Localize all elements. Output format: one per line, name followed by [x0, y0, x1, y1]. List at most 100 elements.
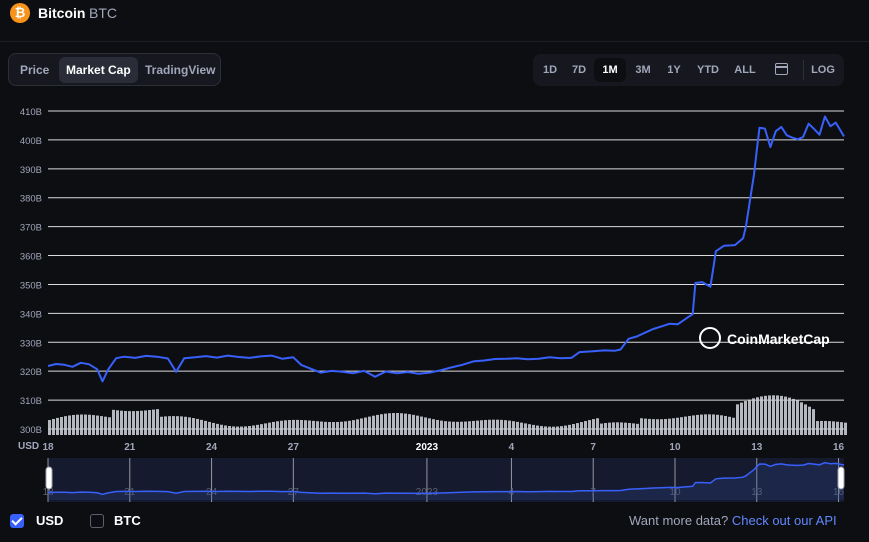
api-prompt: Want more data?: [629, 513, 729, 528]
btc-checkbox[interactable]: [90, 514, 104, 528]
volume-bar: [80, 414, 83, 435]
volume-bar: [136, 411, 139, 435]
volume-bar: [128, 411, 131, 435]
x-tick-label: 2023: [416, 442, 439, 453]
x-tick-label: 24: [206, 442, 218, 453]
volume-bar: [816, 421, 819, 435]
volume-bar: [564, 425, 567, 435]
y-tick-label: 380B: [20, 194, 42, 205]
coin-header: ₿ Bitcoin BTC: [0, 0, 869, 42]
volume-bar: [656, 419, 659, 435]
volume-bar: [760, 396, 763, 435]
volume-bar: [628, 422, 631, 435]
tab-price[interactable]: Price: [20, 63, 50, 77]
volume-bar: [188, 417, 191, 435]
volume-bar: [732, 417, 735, 435]
volume-bar: [776, 395, 779, 435]
range-ytd[interactable]: YTD: [697, 64, 719, 76]
volume-bar: [108, 417, 111, 435]
volume-bar: [220, 424, 223, 435]
volume-bar: [352, 420, 355, 435]
volume-bar: [772, 395, 775, 435]
coin-name: Bitcoin: [38, 5, 86, 21]
market-cap-series: [47, 115, 845, 383]
volume-bar: [176, 416, 179, 435]
volume-bar: [472, 420, 475, 435]
range-1m[interactable]: 1M: [594, 58, 626, 82]
volume-bar: [68, 415, 71, 435]
tab-market-cap[interactable]: Market Cap: [59, 57, 138, 83]
x-tick-label: 4: [509, 442, 515, 453]
volume-bar: [692, 415, 695, 435]
range-3m[interactable]: 3M: [635, 64, 651, 76]
volume-bar: [828, 421, 831, 435]
volume-bar: [508, 420, 511, 435]
x-tick-label: 21: [124, 442, 136, 453]
volume-bar: [56, 417, 59, 435]
volume-bar: [104, 416, 107, 435]
volume-bar: [556, 426, 559, 435]
range-navigator[interactable]: 18 21 24 27 2023 4 7 10 13 16: [42, 458, 845, 502]
y-tick-label: 340B: [20, 309, 42, 320]
volume-bar: [412, 414, 415, 435]
range-1y[interactable]: 1Y: [667, 64, 681, 76]
volume-bar: [340, 421, 343, 435]
volume-bar: [364, 417, 367, 435]
volume-bar: [300, 419, 303, 435]
volume-bar: [380, 414, 383, 435]
volume-bar: [464, 421, 467, 435]
range-7d[interactable]: 7D: [571, 64, 587, 76]
volume-bar: [532, 424, 535, 435]
volume-bar: [84, 414, 87, 435]
volume-bar: [704, 414, 707, 435]
volume-bar: [792, 398, 795, 435]
volume-bar: [740, 402, 743, 435]
calendar-icon[interactable]: [775, 63, 788, 75]
y-tick-label: 400B: [20, 136, 42, 147]
navigator-tick-label: 27: [288, 487, 300, 498]
chart-gridlines: [48, 110, 844, 430]
volume-bar: [144, 410, 147, 435]
navigator-tick-label: 24: [206, 487, 218, 498]
api-link[interactable]: Check out our API: [731, 513, 837, 528]
y-tick-label: 300B: [20, 425, 42, 436]
navigator-tick-label: 4: [509, 487, 515, 498]
navigator-left-handle: [45, 466, 53, 490]
volume-bar: [244, 426, 247, 435]
volume-bar: [680, 417, 683, 435]
volume-bar: [608, 422, 611, 435]
volume-bar: [520, 422, 523, 435]
range-all[interactable]: ALL: [734, 64, 756, 76]
currency-axis-label: USD: [18, 441, 39, 452]
volume-bar: [264, 423, 267, 435]
volume-bar: [488, 419, 491, 435]
volume-bar: [720, 415, 723, 435]
log-scale-button[interactable]: LOG: [811, 64, 835, 76]
volume-bar: [276, 421, 279, 435]
y-tick-label: 350B: [20, 280, 42, 291]
volume-bar: [204, 420, 207, 435]
volume-bar: [248, 425, 251, 435]
usd-checkbox[interactable]: [10, 514, 24, 528]
y-tick-label: 370B: [20, 223, 42, 234]
volume-bar: [780, 395, 783, 435]
volume-bar: [516, 421, 519, 435]
volume-bar: [612, 422, 615, 435]
volume-bar: [672, 418, 675, 435]
volume-bar: [372, 415, 375, 435]
volume-bar: [216, 423, 219, 435]
volume-bar: [212, 422, 215, 435]
navigator-background: [48, 458, 844, 502]
tab-tradingview[interactable]: TradingView: [145, 63, 216, 77]
range-1d[interactable]: 1D: [542, 64, 558, 76]
volume-bar: [840, 422, 843, 435]
coinmarketcap-logo-icon: [699, 327, 721, 349]
volume-bar: [712, 414, 715, 435]
volume-bar: [784, 396, 787, 435]
volume-bar: [288, 420, 291, 435]
volume-bar: [444, 421, 447, 435]
volume-bar: [480, 420, 483, 435]
volume-bar: [504, 420, 507, 435]
volume-bar: [416, 415, 419, 435]
volume-bar: [664, 418, 667, 435]
